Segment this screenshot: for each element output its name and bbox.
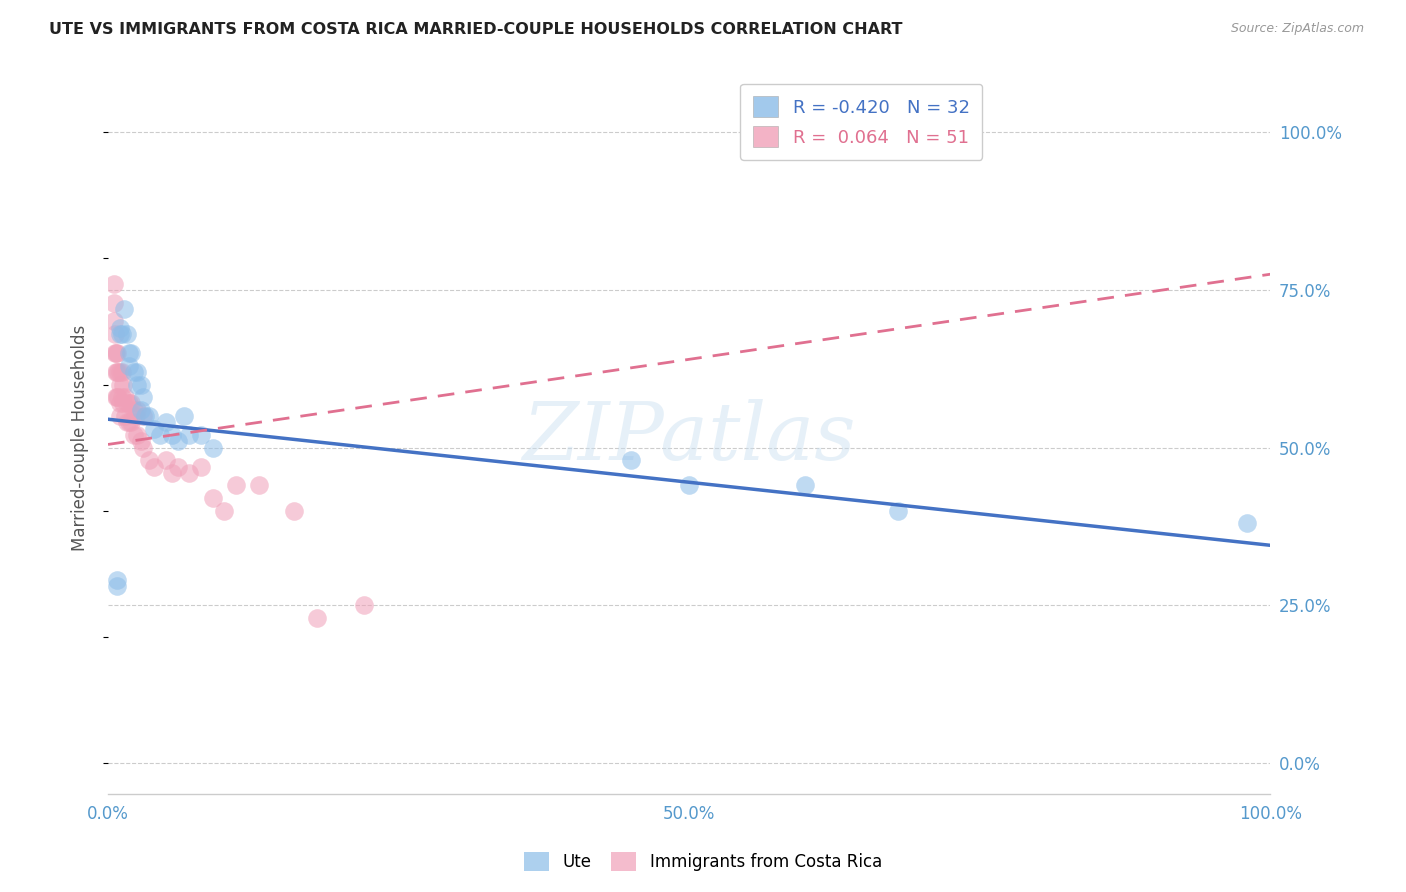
- Point: [166, 459, 188, 474]
- Point: [129, 434, 152, 449]
- Legend: Ute, Immigrants from Costa Rica: Ute, Immigrants from Costa Rica: [516, 843, 890, 880]
- Point: [129, 402, 152, 417]
- Point: [620, 453, 643, 467]
- Point: [173, 409, 195, 423]
- Point: [307, 611, 329, 625]
- Point: [247, 478, 270, 492]
- Point: [125, 409, 148, 423]
- Point: [125, 377, 148, 392]
- Point: [125, 428, 148, 442]
- Point: [111, 365, 134, 379]
- Point: [283, 503, 305, 517]
- Point: [114, 390, 136, 404]
- Point: [138, 453, 160, 467]
- Y-axis label: Married-couple Households: Married-couple Households: [72, 325, 89, 551]
- Point: [107, 365, 129, 379]
- Point: [120, 396, 142, 410]
- Point: [105, 365, 128, 379]
- Point: [160, 428, 183, 442]
- Point: [107, 390, 129, 404]
- Point: [111, 390, 134, 404]
- Point: [122, 428, 145, 442]
- Point: [201, 491, 224, 505]
- Point: [105, 573, 128, 587]
- Point: [108, 377, 131, 392]
- Legend: R = -0.420   N = 32, R =  0.064   N = 51: R = -0.420 N = 32, R = 0.064 N = 51: [741, 84, 983, 160]
- Point: [108, 365, 131, 379]
- Point: [118, 396, 141, 410]
- Point: [155, 416, 177, 430]
- Point: [143, 459, 166, 474]
- Point: [104, 346, 127, 360]
- Point: [678, 478, 700, 492]
- Point: [132, 441, 155, 455]
- Point: [105, 346, 128, 360]
- Point: [179, 466, 201, 480]
- Point: [108, 327, 131, 342]
- Point: [134, 409, 156, 423]
- Point: [160, 466, 183, 480]
- Point: [118, 346, 141, 360]
- Point: [353, 598, 375, 612]
- Point: [118, 416, 141, 430]
- Point: [108, 396, 131, 410]
- Point: [103, 277, 125, 291]
- Point: [112, 301, 135, 316]
- Point: [166, 434, 188, 449]
- Point: [149, 428, 172, 442]
- Text: ZIPatlas: ZIPatlas: [523, 400, 856, 477]
- Point: [105, 390, 128, 404]
- Point: [111, 327, 134, 342]
- Point: [138, 409, 160, 423]
- Point: [103, 295, 125, 310]
- Text: Source: ZipAtlas.com: Source: ZipAtlas.com: [1230, 22, 1364, 36]
- Point: [105, 346, 128, 360]
- Text: UTE VS IMMIGRANTS FROM COSTA RICA MARRIED-COUPLE HOUSEHOLDS CORRELATION CHART: UTE VS IMMIGRANTS FROM COSTA RICA MARRIE…: [49, 22, 903, 37]
- Point: [129, 377, 152, 392]
- Point: [190, 428, 212, 442]
- Point: [112, 396, 135, 410]
- Point: [122, 365, 145, 379]
- Point: [794, 478, 817, 492]
- Point: [108, 409, 131, 423]
- Point: [120, 346, 142, 360]
- Point: [115, 396, 138, 410]
- Point: [105, 365, 128, 379]
- Point: [132, 390, 155, 404]
- Point: [105, 390, 128, 404]
- Point: [104, 327, 127, 342]
- Point: [225, 478, 247, 492]
- Point: [1236, 516, 1258, 531]
- Point: [112, 377, 135, 392]
- Point: [155, 453, 177, 467]
- Point: [887, 503, 910, 517]
- Point: [125, 402, 148, 417]
- Point: [114, 409, 136, 423]
- Point: [143, 422, 166, 436]
- Point: [212, 503, 235, 517]
- Point: [120, 416, 142, 430]
- Point: [122, 402, 145, 417]
- Point: [105, 579, 128, 593]
- Point: [115, 327, 138, 342]
- Point: [108, 320, 131, 334]
- Point: [132, 409, 155, 423]
- Point: [118, 359, 141, 373]
- Point: [190, 459, 212, 474]
- Point: [201, 441, 224, 455]
- Point: [125, 365, 148, 379]
- Point: [115, 416, 138, 430]
- Point: [103, 314, 125, 328]
- Point: [179, 428, 201, 442]
